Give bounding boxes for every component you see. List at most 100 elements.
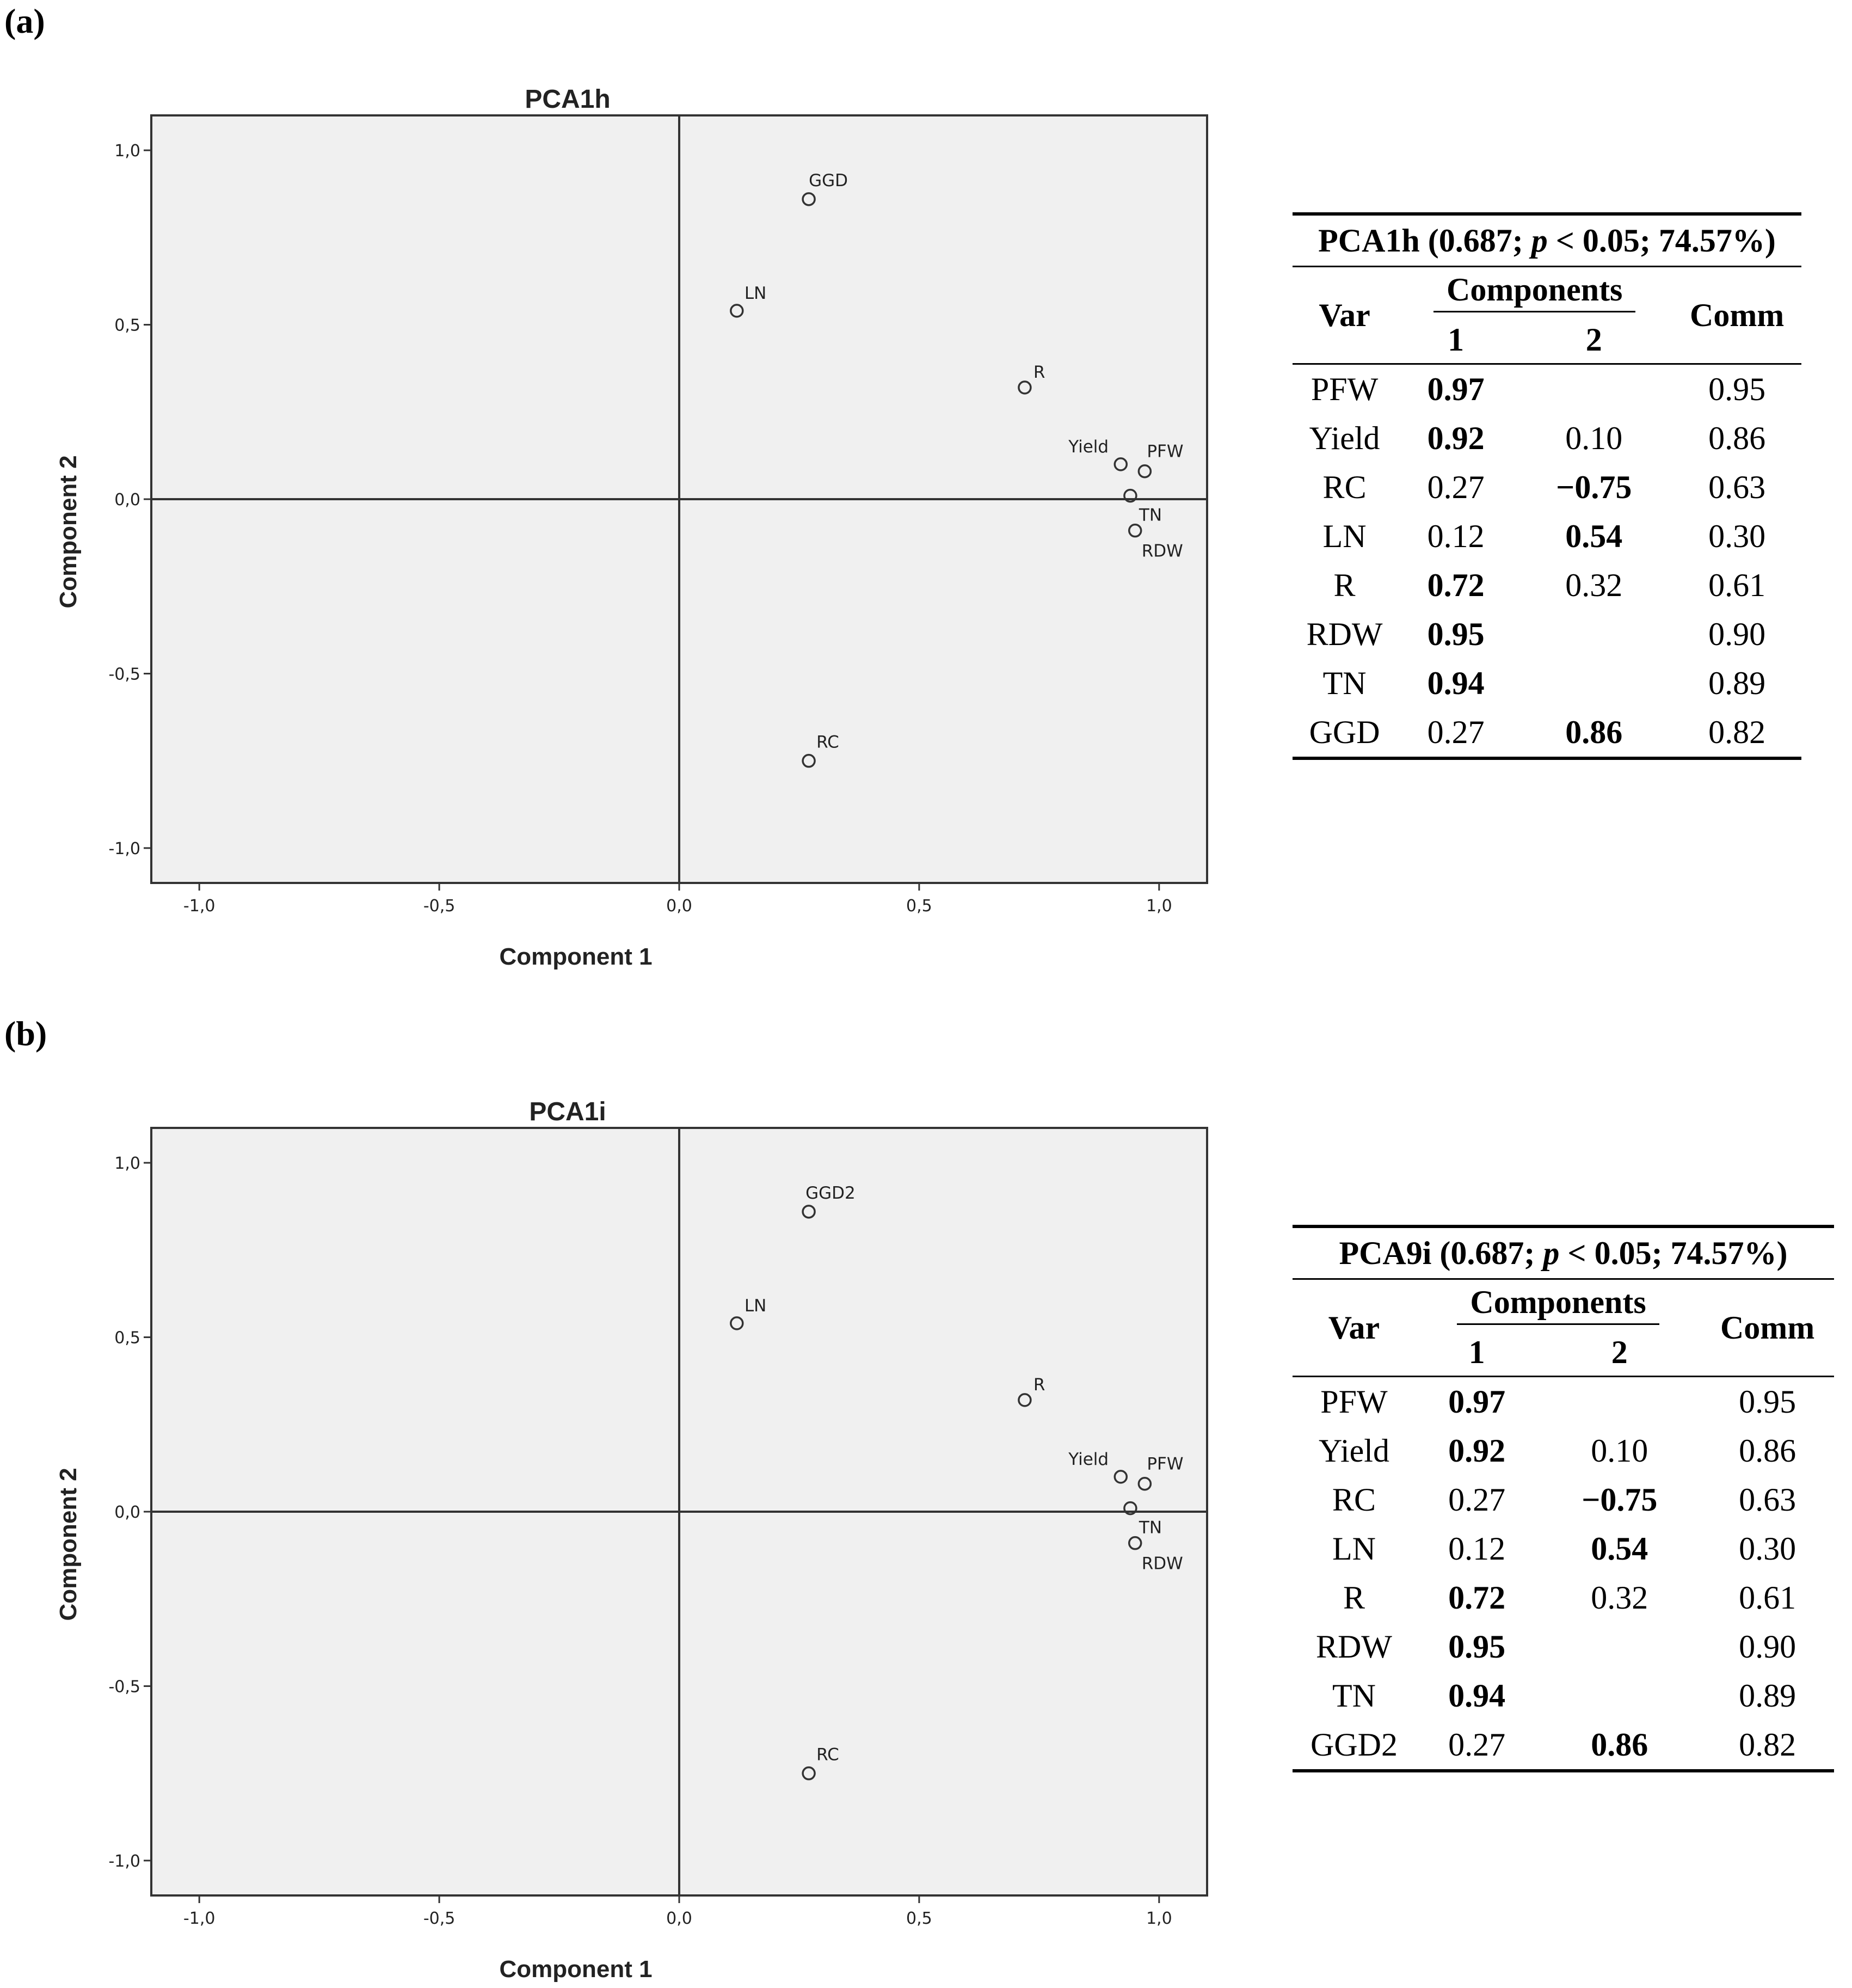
pca-plot-b: PCA1i -1,0 -0,5 0,0 0,5 1,0 -1,0 -0,5 0,0 0,5 1,0 C…	[55, 1097, 1208, 1983]
y-axis-label: Component 2	[55, 1468, 82, 1621]
x-axis-label: Component 1	[499, 943, 652, 970]
y-tick-label: -1,0	[108, 1852, 140, 1871]
point-pfw	[1137, 464, 1152, 478]
loadings-table-b: PCA9i (0.687; p < 0.05; 74.57%) Var Compon…	[1293, 1225, 1834, 1772]
y-tick-label: 1,0	[114, 1154, 140, 1173]
cell-component-1: 0.92	[1427, 420, 1485, 456]
cell-component-1: 0.12	[1427, 518, 1485, 554]
header-comm: Comm	[1672, 266, 1801, 365]
point-yield	[1113, 1470, 1128, 1484]
plot-title: PCA1h	[525, 85, 610, 114]
cell-component-2: 0.86	[1538, 1720, 1701, 1772]
cell-var: RC	[1332, 1481, 1376, 1518]
cell-var: LN	[1322, 518, 1367, 554]
cell-var: TN	[1332, 1677, 1376, 1714]
point-rdw	[1128, 523, 1142, 538]
cell-comm: 0.82	[1701, 1720, 1834, 1772]
point-tn	[1123, 1501, 1137, 1515]
y-tick-label: 0,5	[114, 1329, 140, 1348]
cell-component-1: 0.72	[1448, 1579, 1506, 1616]
table-row: GGD2 0.27 0.86 0.82	[1293, 1720, 1834, 1772]
point-ggd2	[802, 1205, 816, 1219]
cell-component-1: 0.12	[1448, 1530, 1506, 1567]
caption-p-symbol: p	[1531, 222, 1548, 259]
header-comm: Comm	[1701, 1279, 1834, 1377]
y-tick-label: -1,0	[108, 839, 140, 858]
point-label-tn: TN	[1139, 506, 1162, 525]
cell-var: GGD	[1293, 708, 1397, 760]
y-tick-label: 0,0	[114, 490, 140, 510]
cell-component-2: 0.10	[1565, 420, 1623, 456]
cell-comm: 0.86	[1708, 420, 1766, 456]
cell-component-1: 0.72	[1427, 567, 1485, 603]
point-ln	[730, 304, 744, 318]
table-caption: PCA1h (0.687; p < 0.05; 74.57%)	[1293, 212, 1801, 267]
plot-title: PCA1i	[529, 1097, 606, 1126]
cell-component-2: 0.10	[1591, 1432, 1648, 1469]
point-rc	[802, 1766, 816, 1781]
cell-comm: 0.61	[1708, 567, 1766, 603]
caption-text: PCA1h (0.687;	[1318, 222, 1531, 259]
header-var: Var	[1293, 266, 1397, 365]
x-axis-label: Component 1	[499, 1956, 652, 1983]
x-tick-label: 1,0	[1146, 1909, 1172, 1928]
caption-stats: < 0.05; 74.57%)	[1559, 1235, 1788, 1271]
table-row: LN 0.12 0.54 0.30	[1293, 1524, 1834, 1573]
cell-comm: 0.95	[1708, 371, 1766, 407]
cell-component-2: 0.32	[1565, 567, 1623, 603]
header-components-label: Components	[1457, 1284, 1659, 1325]
cell-component-1: 0.94	[1448, 1677, 1506, 1714]
loadings-table-a: PCA1h (0.687; p < 0.05; 74.57%) Var Compon…	[1293, 212, 1801, 760]
cell-comm: 0.61	[1739, 1579, 1796, 1616]
cell-var: PFW	[1310, 371, 1379, 407]
cell-component-2	[1538, 1622, 1701, 1671]
cell-component-2	[1515, 364, 1672, 414]
header-components: Components	[1416, 1279, 1701, 1329]
point-label-r: R	[1033, 363, 1045, 382]
header-component-2: 2	[1538, 1329, 1701, 1377]
table-row: RDW 0.95 0.90	[1293, 1622, 1834, 1671]
cell-comm: 0.89	[1739, 1677, 1796, 1714]
cell-component-1: 0.27	[1396, 708, 1516, 760]
point-label-yield: Yield	[1068, 1450, 1109, 1469]
caption-stats: < 0.05; 74.57%)	[1547, 222, 1776, 259]
cell-component-1: 0.95	[1427, 616, 1485, 652]
point-tn	[1123, 488, 1137, 503]
caption-text: PCA9i (0.687;	[1339, 1235, 1543, 1271]
table-row: RDW 0.95 0.90	[1293, 610, 1801, 659]
header-var: Var	[1293, 1279, 1416, 1377]
table-row: Yield 0.92 0.10 0.86	[1293, 1426, 1834, 1475]
panel-label-a: (a)	[4, 2, 45, 40]
x-tick-label: -0,5	[423, 1909, 456, 1928]
cell-comm: 0.30	[1739, 1530, 1796, 1567]
table-row: GGD 0.27 0.86 0.82	[1293, 708, 1801, 760]
caption-p-symbol: p	[1543, 1235, 1560, 1271]
y-tick-label: 0,0	[114, 1503, 140, 1522]
cell-var: PFW	[1320, 1383, 1388, 1420]
cell-component-1: 0.27	[1415, 1720, 1539, 1772]
point-label-ggd: GGD	[809, 171, 848, 191]
header-component-2: 2	[1515, 316, 1673, 365]
point-label-rc: RC	[816, 1745, 839, 1765]
x-tick-label: 0,5	[906, 897, 932, 916]
cell-comm: 0.63	[1739, 1481, 1796, 1518]
point-pfw	[1137, 1476, 1152, 1491]
table-row: R 0.72 0.32 0.61	[1293, 1573, 1834, 1622]
x-tick-label: 0,0	[666, 897, 692, 916]
cell-var: R	[1343, 1579, 1365, 1616]
point-r	[1018, 381, 1032, 395]
cell-component-2: −0.75	[1556, 469, 1632, 505]
cell-component-2: 0.32	[1591, 1579, 1648, 1616]
x-tick-label: -1,0	[183, 1909, 216, 1928]
x-tick-label: 0,5	[906, 1909, 932, 1928]
cell-component-1: 0.97	[1448, 1383, 1506, 1420]
table-row: LN 0.12 0.54 0.30	[1293, 512, 1801, 561]
cell-component-1: 0.27	[1427, 469, 1485, 505]
cell-component-2	[1515, 659, 1672, 708]
x-tick-label: -1,0	[183, 897, 216, 916]
point-label-rdw: RDW	[1142, 1554, 1183, 1574]
point-ggd	[802, 192, 816, 206]
cell-comm: 0.90	[1739, 1628, 1796, 1665]
header-components-label: Components	[1433, 271, 1636, 312]
point-rc	[802, 753, 816, 768]
